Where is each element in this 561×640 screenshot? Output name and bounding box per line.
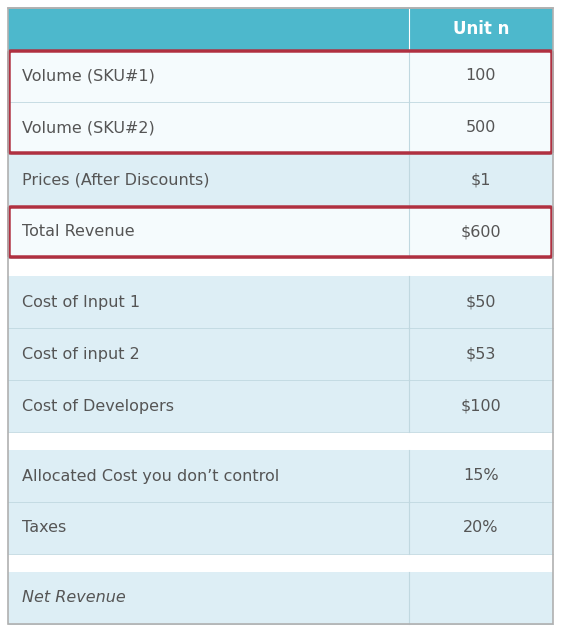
- Text: Volume (SKU#1): Volume (SKU#1): [22, 68, 155, 83]
- Text: Unit n: Unit n: [453, 20, 509, 38]
- Text: $50: $50: [466, 294, 496, 310]
- Bar: [8, 572, 553, 624]
- Text: Cost of Developers: Cost of Developers: [22, 399, 174, 413]
- Bar: [8, 258, 553, 276]
- Text: $53: $53: [466, 346, 496, 362]
- Bar: [8, 502, 553, 554]
- Text: Net Revenue: Net Revenue: [22, 591, 126, 605]
- Text: Total Revenue: Total Revenue: [22, 225, 135, 239]
- Bar: [8, 380, 553, 432]
- Text: $600: $600: [461, 225, 501, 239]
- Text: Prices (After Discounts): Prices (After Discounts): [22, 173, 209, 188]
- Text: 500: 500: [466, 120, 496, 136]
- Bar: [8, 50, 553, 102]
- Text: $1: $1: [471, 173, 491, 188]
- Bar: [8, 102, 553, 154]
- Bar: [8, 8, 408, 50]
- Bar: [8, 276, 553, 328]
- Text: $100: $100: [461, 399, 501, 413]
- Text: 100: 100: [466, 68, 496, 83]
- Text: Cost of input 2: Cost of input 2: [22, 346, 140, 362]
- Bar: [8, 554, 553, 572]
- Bar: [8, 154, 553, 206]
- Text: Cost of Input 1: Cost of Input 1: [22, 294, 140, 310]
- Bar: [408, 8, 553, 50]
- Text: Volume (SKU#2): Volume (SKU#2): [22, 120, 155, 136]
- Text: 15%: 15%: [463, 468, 499, 483]
- Bar: [8, 206, 553, 258]
- Text: 20%: 20%: [463, 520, 499, 536]
- Text: Taxes: Taxes: [22, 520, 66, 536]
- Bar: [8, 450, 553, 502]
- Text: Allocated Cost you don’t control: Allocated Cost you don’t control: [22, 468, 279, 483]
- Bar: [8, 432, 553, 450]
- Bar: [8, 328, 553, 380]
